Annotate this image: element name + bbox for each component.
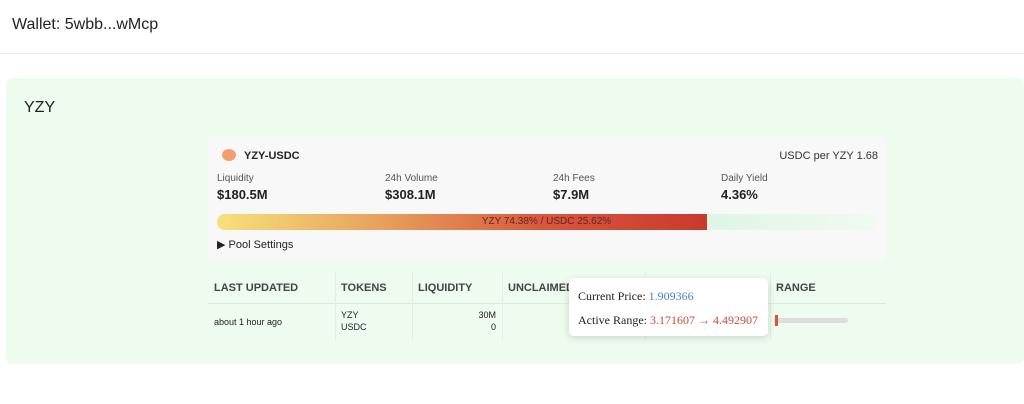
stat-label: 24h Fees [553, 173, 595, 184]
stat-value: 4.36% [721, 187, 758, 202]
stat-label: Liquidity [217, 173, 254, 184]
column-divider [412, 272, 413, 340]
current-price: Current Price: 1.909366 [578, 289, 694, 304]
tooltip: Current Price: 1.909366 Active Range: 3.… [569, 278, 768, 336]
pool-settings[interactable]: ▶ Pool Settings [217, 239, 294, 251]
column-header: RANGE [776, 282, 816, 294]
column-header: TOKENS [341, 282, 387, 294]
row-liquidity: 0 [490, 322, 496, 332]
row-token: USDC [341, 322, 367, 332]
label: Current Price: [578, 289, 646, 303]
range-track [775, 318, 848, 323]
pool-icon [222, 149, 236, 161]
column-divider [502, 272, 503, 340]
range-high: 4.492907 [712, 313, 758, 327]
column-header: LAST UPDATED [214, 282, 299, 294]
row-token: YZY [341, 310, 359, 320]
column-divider [770, 272, 771, 340]
active-range: Active Range: 3.171607 → 4.492907 [578, 313, 758, 328]
bar-label: YZY 74.38% / USDC 25.62% [481, 216, 612, 227]
pool-settings-label[interactable]: Pool Settings [228, 239, 294, 251]
stat-label: Daily Yield [721, 173, 768, 184]
value: 1.909366 [648, 289, 694, 303]
arrow: → [697, 313, 710, 327]
stat-value: $7.9M [553, 187, 590, 202]
pool-card [208, 136, 886, 260]
stat-label: 24h Volume [385, 173, 438, 184]
range-marker [775, 315, 778, 326]
pool-price: USDC per YZY 1.68 [779, 150, 878, 162]
wallet-title: Wallet: 5wbb...wMcp [12, 16, 159, 33]
panel-title: YZY [24, 99, 56, 116]
row-updated: about 1 hour ago [214, 317, 283, 327]
range-low: 3.171607 [649, 313, 695, 327]
row-liquidity: 30M [478, 310, 496, 320]
composition-bar: YZY 74.38% / USDC 25.62% [217, 214, 876, 230]
row-divider [208, 303, 886, 304]
pool-name: YZY-USDC [244, 150, 300, 162]
column-divider [335, 272, 336, 340]
stat-value: $180.5M [217, 187, 268, 202]
column-header: LIQUIDITY [418, 282, 473, 294]
stat-value: $308.1M [385, 187, 436, 202]
bar-fill [217, 214, 708, 230]
label: Active Range: [578, 313, 647, 327]
header: Wallet: 5wbb...wMcp [0, 0, 1024, 54]
